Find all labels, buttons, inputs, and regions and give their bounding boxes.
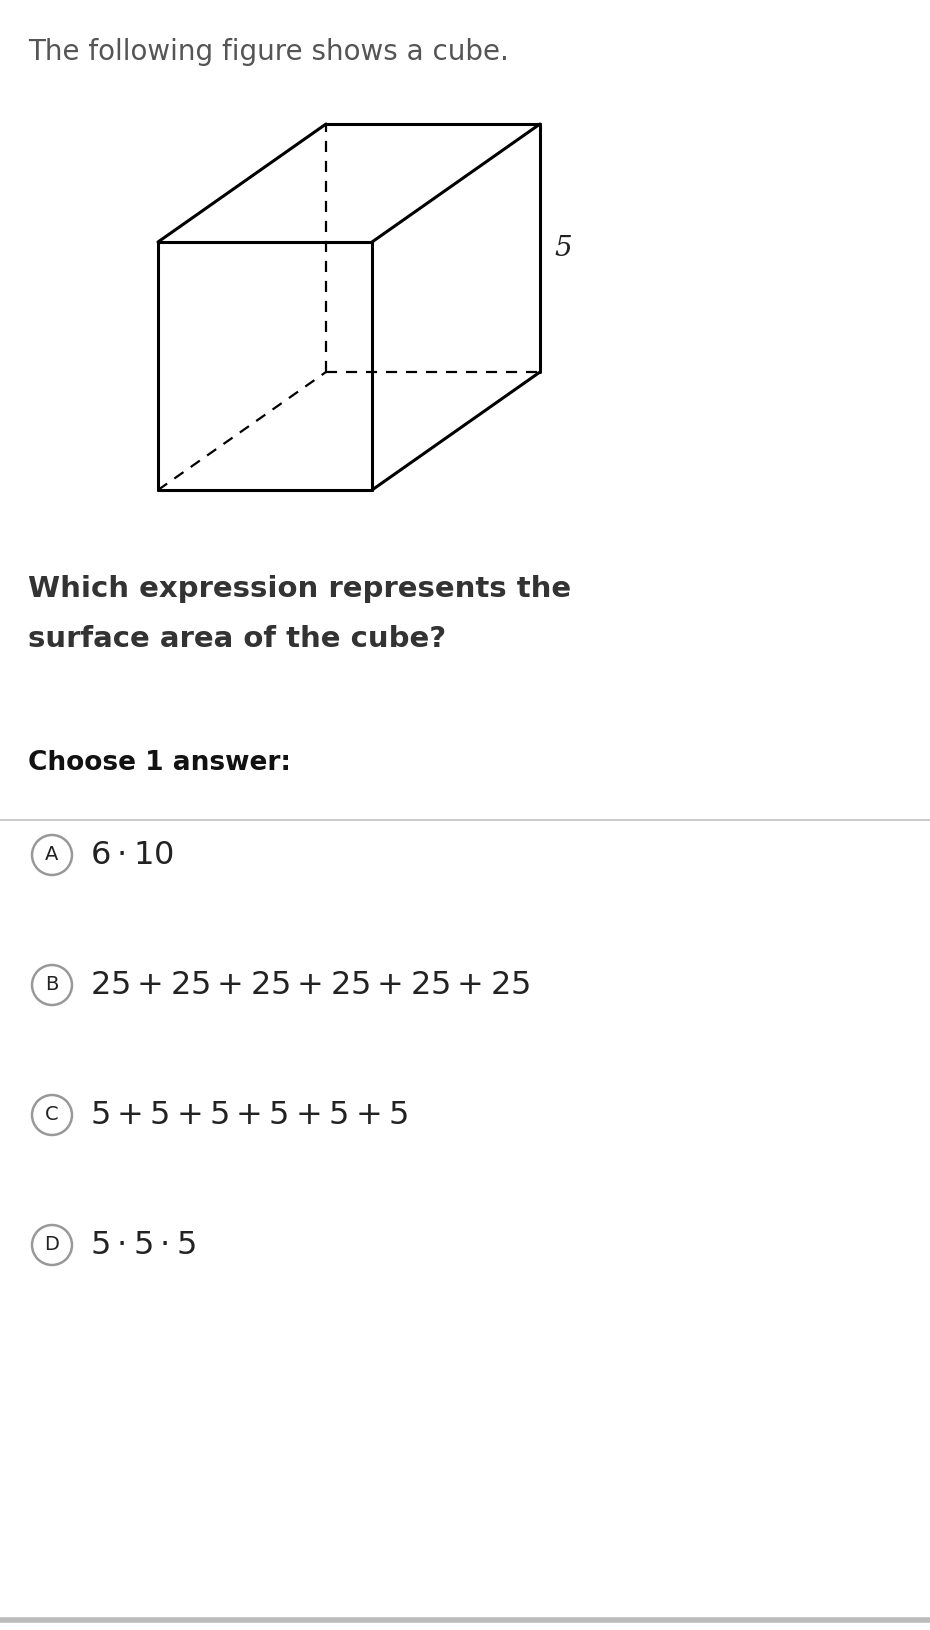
- Text: A: A: [46, 846, 59, 864]
- Text: C: C: [46, 1105, 59, 1125]
- Text: surface area of the cube?: surface area of the cube?: [28, 624, 446, 654]
- Text: The following figure shows a cube.: The following figure shows a cube.: [28, 37, 509, 65]
- Text: $5 + 5 + 5 + 5 + 5 + 5$: $5 + 5 + 5 + 5 + 5 + 5$: [90, 1100, 408, 1131]
- Text: $25 + 25 + 25 + 25 + 25 + 25$: $25 + 25 + 25 + 25 + 25 + 25$: [90, 970, 530, 1001]
- Text: B: B: [46, 975, 59, 994]
- Text: $5 \cdot 5 \cdot 5$: $5 \cdot 5 \cdot 5$: [90, 1229, 195, 1260]
- Text: $6 \cdot 10$: $6 \cdot 10$: [90, 839, 174, 870]
- Text: Choose 1 answer:: Choose 1 answer:: [28, 750, 291, 776]
- Text: D: D: [45, 1236, 60, 1255]
- Text: Which expression represents the: Which expression represents the: [28, 575, 571, 603]
- Text: 5: 5: [554, 235, 572, 261]
